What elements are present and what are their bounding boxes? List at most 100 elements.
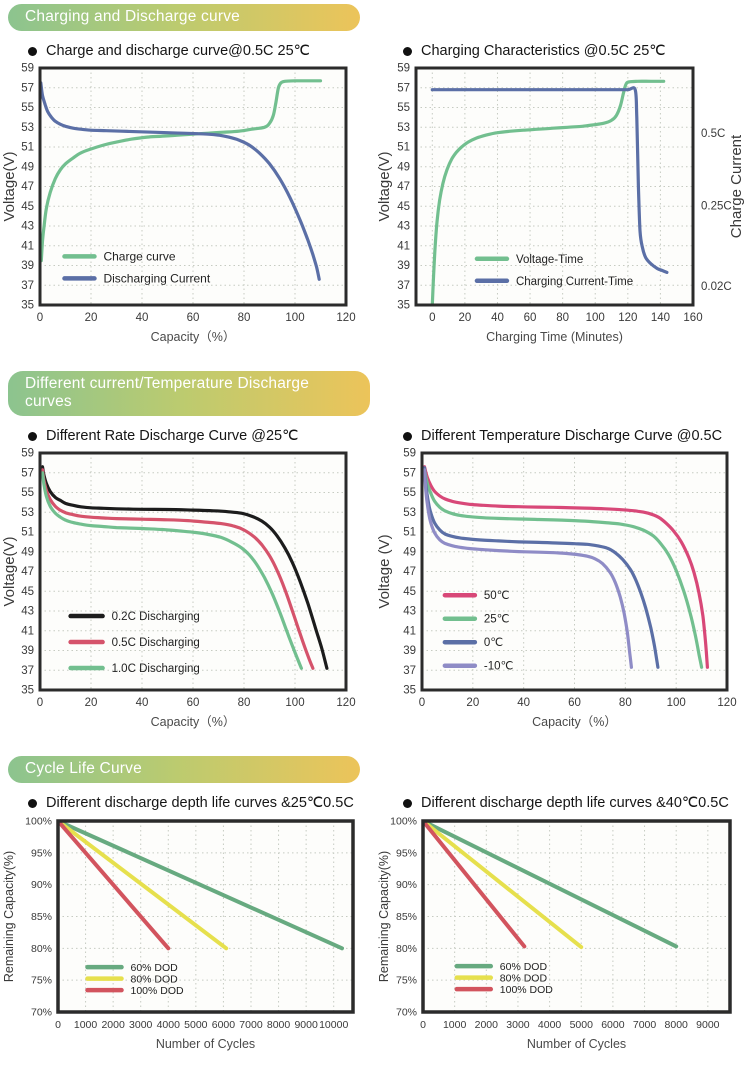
- x-tick-label: 6000: [601, 1019, 625, 1031]
- x-axis-title: Number of Cycles: [156, 1037, 255, 1051]
- x-tick-label: 8000: [267, 1019, 291, 1031]
- x-tick-label: 20: [85, 312, 98, 324]
- x-tick-label: 60: [187, 312, 200, 324]
- chart-title: Charge and discharge curve@0.5C 25℃: [28, 43, 375, 59]
- x-axis-title: Capacity（%）: [532, 715, 617, 729]
- plot-frame: [38, 66, 348, 307]
- legend-label: Discharging Current: [103, 271, 210, 285]
- y-tick-label: 39: [21, 645, 34, 657]
- x-tick-label: 120: [336, 312, 355, 324]
- legend-label: Charging Current-Time: [516, 276, 633, 288]
- chart-title: Different Temperature Discharge Curve @0…: [403, 428, 750, 444]
- y-tick-label: 51: [397, 142, 410, 154]
- legend-label: 1.0C Discharging: [112, 663, 200, 675]
- legend-label: 25℃: [484, 614, 510, 626]
- chart-block-charge-discharge: Charge and discharge curve@0.5C 25℃ 35 37…: [0, 39, 375, 353]
- y-tick-label: 45: [397, 201, 410, 213]
- legend-label: 100% DOD: [500, 984, 554, 996]
- bullet-icon: [403, 431, 412, 441]
- x-tick-label: 4000: [538, 1019, 562, 1031]
- x-tick-label: 1000: [443, 1019, 467, 1031]
- y-tick-label: 57: [21, 467, 34, 479]
- x-tick-label: 3000: [129, 1019, 153, 1031]
- plot-frame: [56, 819, 355, 1014]
- y-tick-label: 35: [397, 300, 410, 312]
- x-tick-label: 20: [458, 312, 471, 324]
- y-tick-label: 59: [403, 448, 416, 460]
- y-tick-label: 47: [403, 566, 416, 578]
- y-tick-label: 59: [397, 63, 410, 75]
- legend-label: Charge curve: [103, 249, 175, 263]
- y-tick-label: 45: [21, 586, 34, 598]
- x-tick-label: 2000: [101, 1019, 125, 1031]
- y-tick-label: 95%: [31, 847, 52, 859]
- y-tick-label: 41: [403, 625, 416, 637]
- y-tick-label: 49: [21, 546, 34, 558]
- chart-canvas-cycle-life-40c: 70% 75% 80% 85% 90% 95% 100% 0 1000 2000 3000 4000 5…: [377, 816, 732, 1051]
- legend-label: Voltage-Time: [516, 254, 583, 266]
- x-tick-label: 80: [238, 697, 251, 709]
- series-curve: [422, 468, 704, 669]
- x-tick-label: 60: [524, 312, 537, 324]
- bullet-icon: [28, 46, 37, 56]
- right-axis-tick-label: 0.5C: [701, 128, 725, 140]
- x-tick-label: 10000: [319, 1019, 348, 1031]
- chart-title-text: Charging Characteristics @0.5C 25℃: [421, 43, 666, 59]
- y-axis-title: Voltage(V): [1, 536, 18, 606]
- x-axis-title: Capacity（%）: [151, 715, 236, 729]
- y-tick-label: 43: [403, 606, 416, 618]
- x-tick-label: 80: [619, 697, 632, 709]
- y-tick-label: 43: [21, 221, 34, 233]
- chart-title-text: Charge and discharge curve@0.5C 25℃: [46, 43, 310, 59]
- series-curve: [40, 471, 303, 670]
- x-tick-label: 8000: [665, 1019, 689, 1031]
- legend-label: 50℃: [484, 590, 510, 602]
- y-tick-label: 47: [21, 181, 34, 193]
- series-curve: [423, 821, 679, 949]
- bullet-icon: [28, 798, 37, 808]
- y-tick-label: 70%: [396, 1007, 417, 1019]
- x-tick-label: 120: [717, 697, 736, 709]
- chart-canvas-cycle-life-25c: 70% 75% 80% 85% 90% 95% 100% 0 1000 2000 3000 4000 5…: [2, 816, 355, 1051]
- series-curve: [430, 79, 666, 305]
- y-tick-label: 90%: [396, 879, 417, 891]
- y-tick-label: 80%: [31, 943, 52, 955]
- y-tick-label: 51: [21, 527, 34, 539]
- y-tick-label: 49: [397, 161, 410, 173]
- y-tick-label: 57: [21, 82, 34, 94]
- y-tick-label: 41: [397, 240, 410, 252]
- x-tick-label: 2000: [475, 1019, 499, 1031]
- bullet-icon: [403, 798, 412, 808]
- x-tick-label: 40: [136, 312, 149, 324]
- y-tick-label: 100%: [390, 816, 417, 828]
- y-tick-label: 39: [397, 260, 410, 272]
- y-tick-label: 53: [397, 122, 410, 134]
- plot-frame: [420, 451, 729, 692]
- series-curve: [423, 821, 584, 950]
- x-tick-label: 40: [517, 697, 530, 709]
- x-tick-label: 7000: [633, 1019, 657, 1031]
- plot-frame: [38, 451, 348, 692]
- series-curve: [58, 821, 171, 951]
- y-tick-label: 55: [403, 487, 416, 499]
- right-axis-tick-label: 0.25C: [701, 200, 732, 212]
- plot-frame: [421, 819, 732, 1014]
- y-tick-label: 35: [403, 685, 416, 697]
- x-tick-label: 0: [420, 1019, 426, 1031]
- y-tick-label: 53: [403, 507, 416, 519]
- y-tick-label: 100%: [25, 816, 52, 828]
- y-axis-title: Voltage (V): [376, 534, 393, 608]
- legend-label: 60% DOD: [500, 961, 548, 973]
- x-tick-label: 80: [238, 312, 251, 324]
- x-tick-label: 9000: [294, 1019, 318, 1031]
- chart-title: Different discharge depth life curves &4…: [403, 795, 750, 811]
- y-tick-label: 47: [397, 181, 410, 193]
- chart-canvas-charge-discharge: 35 37 39 41 43 45 47 49 51 53 55 57 59 0 20 40 60 80 100 12…: [1, 63, 356, 345]
- y-tick-label: 51: [21, 142, 34, 154]
- x-tick-label: 120: [618, 312, 637, 324]
- y-tick-label: 75%: [396, 975, 417, 987]
- y-tick-label: 85%: [31, 911, 52, 923]
- y-tick-label: 53: [21, 507, 34, 519]
- x-tick-label: 0: [55, 1019, 61, 1031]
- y-tick-label: 75%: [31, 975, 52, 987]
